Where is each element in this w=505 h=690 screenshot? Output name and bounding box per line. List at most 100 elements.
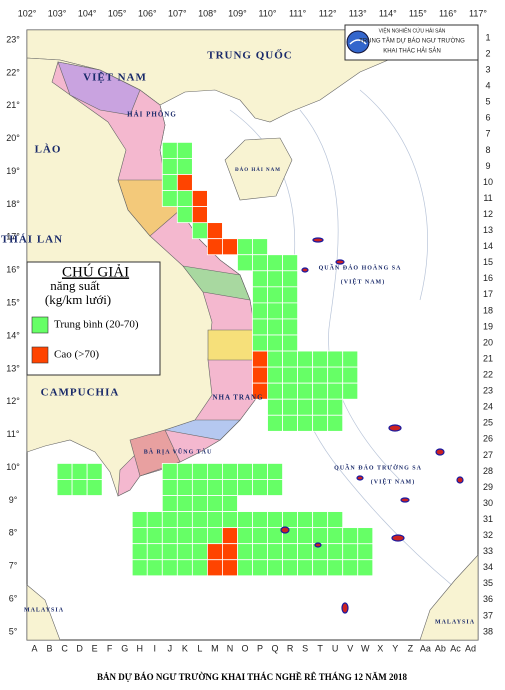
row-label: 5 (485, 97, 490, 107)
column-label: E (92, 643, 98, 653)
medium-cell (86, 463, 103, 480)
medium-cell (161, 527, 178, 545)
medium-cell (191, 222, 208, 240)
row-label: 12 (483, 209, 493, 219)
row-label: 33 (483, 546, 493, 556)
medium-cell (252, 254, 268, 272)
medium-cell (176, 511, 193, 529)
medium-cell (297, 527, 314, 545)
column-label: C (61, 643, 68, 653)
medium-cell (282, 543, 299, 561)
medium-cell (312, 398, 329, 416)
medium-cell (297, 414, 314, 432)
medium-cell (206, 479, 223, 496)
island (435, 448, 445, 456)
row-label: 1 (485, 32, 490, 42)
medium-cell (327, 382, 344, 400)
column-label: P (257, 643, 263, 653)
medium-cell (176, 141, 193, 159)
medium-cell (191, 479, 208, 496)
medium-cell (161, 190, 178, 207)
medium-cell (252, 270, 268, 288)
column-label: L (197, 643, 202, 653)
medium-cell (297, 543, 314, 561)
island (341, 602, 349, 614)
medium-cell (191, 527, 208, 545)
medium-cell (267, 334, 283, 352)
place-name: ĐẢO HẢI NAM (235, 167, 281, 173)
longitude-label: 108° (198, 8, 217, 18)
column-label: S (302, 643, 308, 653)
medium-cell (252, 511, 268, 529)
longitude-label: 111° (289, 8, 307, 18)
medium-cell (191, 511, 208, 529)
medium-cell (71, 479, 88, 496)
row-label: 9 (485, 161, 490, 171)
medium-cell (327, 366, 344, 384)
medium-cell (252, 479, 268, 496)
medium-cell (267, 479, 283, 496)
row-label: 2 (485, 48, 490, 58)
medium-cell (312, 414, 329, 432)
longitude-label: 115° (409, 8, 427, 18)
longitude-label: 114° (379, 8, 397, 18)
row-label: 37 (483, 610, 493, 620)
header-line: KHAI THÁC HẢI SẢN (383, 48, 441, 55)
longitude-label: 112° (319, 8, 337, 18)
medium-cell (267, 382, 283, 400)
medium-cell (342, 543, 359, 561)
medium-cell (161, 158, 178, 175)
medium-cell (161, 479, 178, 496)
legend-frame (26, 261, 161, 376)
medium-cell (282, 398, 299, 416)
row-label: 29 (483, 482, 493, 492)
place-name: (VIỆT NAM) (341, 277, 385, 285)
province (57, 61, 141, 116)
medium-cell (282, 286, 299, 304)
column-label: X (377, 643, 383, 653)
column-label: Y (392, 643, 398, 653)
row-label: 23 (483, 386, 493, 396)
high-cell (206, 222, 223, 240)
medium-cell (191, 559, 208, 577)
medium-cell (297, 350, 314, 368)
latitude-label: 11° (7, 429, 20, 439)
header-line: TRUNG TÂM DỰ BÁO NGƯ TRƯỜNG (359, 38, 465, 45)
longitude-label: 110° (259, 8, 277, 18)
medium-cell (282, 366, 299, 384)
column-label: Q (272, 643, 279, 653)
place-name: (VIỆT NAM) (371, 477, 415, 485)
island (388, 424, 402, 432)
medium-cell (342, 350, 359, 368)
place-name: VIỆT NAM (83, 71, 147, 84)
column-label: R (287, 643, 294, 653)
row-label: 15 (483, 257, 493, 267)
medium-cell (297, 382, 314, 400)
medium-cell (357, 527, 374, 545)
medium-cell (191, 463, 208, 480)
medium-cell (267, 527, 283, 545)
legend-unit: (kg/km lưới) (45, 292, 111, 307)
longitude-label: 113° (349, 8, 367, 18)
latitude-label: 23° (6, 34, 20, 44)
island (335, 259, 345, 265)
row-label: 22 (483, 370, 493, 380)
place-name: NHA TRANG (212, 394, 263, 402)
island (280, 526, 290, 534)
island (301, 267, 309, 273)
row-label: 11 (483, 193, 492, 203)
medium-cell (282, 334, 299, 352)
medium-cell (146, 559, 163, 577)
place-name: THÁI LAN (1, 234, 63, 246)
latitude-label: 15° (6, 297, 20, 307)
medium-cell (222, 511, 238, 529)
longitude-label: 109° (228, 8, 247, 18)
row-label: 7 (485, 129, 490, 139)
latitude-label: 5° (9, 626, 18, 636)
high-cell (222, 527, 238, 545)
medium-cell (222, 495, 238, 512)
medium-cell (252, 302, 268, 320)
medium-cell (131, 559, 148, 577)
high-cell (206, 543, 223, 561)
